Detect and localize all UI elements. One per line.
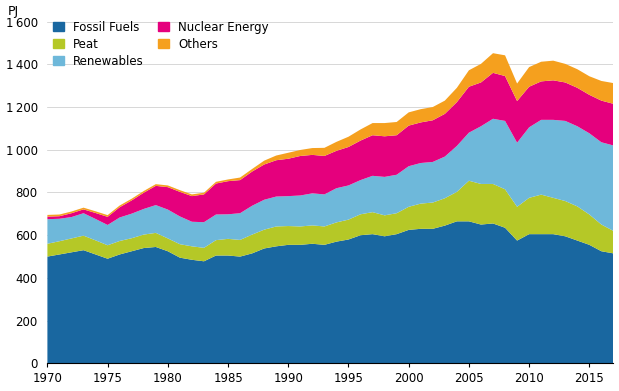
Text: PJ: PJ — [8, 5, 19, 18]
Legend: Fossil Fuels, Peat, Renewables, Nuclear Energy, Others: Fossil Fuels, Peat, Renewables, Nuclear … — [53, 21, 269, 68]
